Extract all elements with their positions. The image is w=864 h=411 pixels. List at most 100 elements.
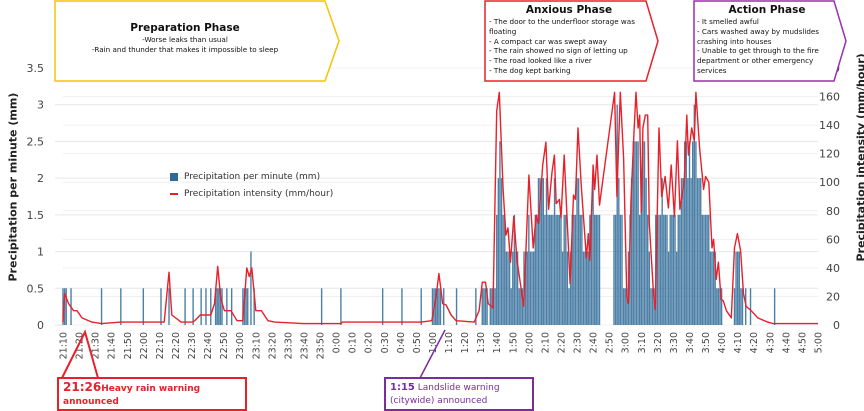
- precipitation-bar: [576, 178, 578, 325]
- precipitation-bar: [483, 288, 485, 325]
- preparation-phase-box: [54, 0, 340, 82]
- precipitation-bar: [656, 214, 659, 325]
- x-tick-label: 0:20: [364, 332, 375, 353]
- x-tick-label: 4:20: [749, 332, 760, 353]
- x-tick-label: 2:00: [524, 332, 535, 353]
- precipitation-bar: [708, 214, 710, 325]
- precipitation-bar: [571, 214, 573, 325]
- precipitation-bar: [553, 178, 556, 325]
- precipitation-bar: [661, 178, 663, 325]
- legend-label: Precipitation intensity (mm/hour): [184, 188, 334, 199]
- x-tick-label: 21:50: [123, 332, 134, 359]
- precipitation-bar: [381, 288, 384, 325]
- precipitation-bar: [664, 214, 667, 325]
- precipitation-bar: [513, 214, 516, 325]
- precipitation-bar: [142, 288, 145, 325]
- x-tick-label: 2:10: [540, 332, 551, 353]
- precipitation-bar: [431, 288, 434, 325]
- precipitation-bar: [481, 288, 483, 325]
- precipitation-bar: [168, 288, 170, 325]
- landslide-pointer: [419, 329, 446, 379]
- phase-note: - A compact car was swept away: [489, 36, 608, 46]
- phase-note: - The road looked like a river: [489, 56, 592, 66]
- precipitation-bar: [714, 251, 716, 325]
- x-tick-label: 1:40: [492, 332, 503, 353]
- phase-note: -Rain and thunder that makes it impossib…: [91, 44, 279, 54]
- x-tick-label: 2:30: [573, 332, 584, 353]
- precipitation-bar: [643, 141, 646, 325]
- x-tick-label: 1:10: [444, 332, 455, 353]
- precipitation-bar: [638, 214, 641, 325]
- precipitation-bar: [230, 288, 233, 325]
- x-tick-label: 22:40: [203, 332, 214, 359]
- precipitation-bar: [242, 288, 244, 325]
- precipitation-bar: [566, 251, 569, 325]
- phase-title: Action Phase: [728, 4, 806, 16]
- x-tick-label: 2:50: [605, 332, 616, 353]
- precipitation-bar: [499, 141, 501, 325]
- precipitation-bar: [717, 288, 720, 325]
- left-y-tick-label: 3: [37, 99, 44, 112]
- heavy-rain-warning-callout: 21:26Heavy rain warning announced: [57, 377, 247, 411]
- precipitation-bar: [598, 214, 601, 325]
- x-tick-label: 4:50: [797, 332, 808, 353]
- phase-note: -Worse leaks than usual: [142, 35, 228, 44]
- precipitation-bar: [594, 214, 596, 325]
- precipitation-bar: [100, 288, 103, 325]
- x-tick-label: 21:30: [91, 332, 102, 359]
- precipitation-bar: [320, 288, 323, 325]
- precipitation-bar: [549, 214, 551, 325]
- precipitation-bar: [192, 288, 194, 325]
- phase-note: - Cars washed away by mudslides crashing…: [697, 26, 820, 46]
- left-y-tick-label: 0.5: [27, 282, 45, 295]
- right-y-tick-label: 140: [819, 119, 840, 132]
- precipitation-bar: [542, 178, 545, 325]
- precipitation-bar: [749, 288, 752, 325]
- precipitation-bar: [592, 178, 594, 325]
- precipitation-bar: [700, 178, 702, 325]
- precipitation-bar: [683, 141, 686, 325]
- bar-swatch: [170, 172, 178, 181]
- line-swatch: [170, 192, 178, 195]
- precipitation-bar: [439, 288, 442, 325]
- precipitation-bar: [507, 251, 509, 325]
- right-y-tick-label: 80: [826, 205, 840, 218]
- precipitation-bar: [539, 178, 541, 325]
- x-tick-label: 23:20: [267, 332, 278, 359]
- x-tick-label: 3:00: [621, 332, 632, 353]
- precipitation-bar: [219, 288, 222, 325]
- precipitation-bar: [685, 141, 687, 325]
- x-tick-label: 4:30: [765, 332, 776, 353]
- precipitation-bar: [682, 178, 684, 325]
- precipitation-bar: [528, 214, 530, 325]
- precipitation-bar: [658, 214, 660, 325]
- heavy-rain-pointer: [61, 329, 99, 379]
- precipitation-bar: [712, 251, 715, 325]
- x-tick-label: 2:40: [589, 332, 600, 353]
- precipitation-bar: [443, 288, 445, 325]
- precipitation-bar: [520, 288, 522, 325]
- precipitation-bar: [645, 178, 647, 325]
- precipitation-bar: [629, 214, 631, 325]
- precipitation-bar: [541, 178, 543, 325]
- precipitation-bar: [210, 288, 212, 325]
- precipitation-bar: [500, 178, 503, 325]
- precipitation-bar: [642, 141, 644, 325]
- precipitation-bar: [569, 251, 572, 325]
- x-tick-label: 4:40: [781, 332, 792, 353]
- precipitation-bar: [518, 288, 520, 325]
- precipitation-bar: [640, 178, 642, 325]
- precipitation-bar: [709, 251, 712, 325]
- x-tick-label: 22:30: [187, 332, 198, 359]
- landslide-warning-callout: 1:15 Landslide warning (citywide) announ…: [384, 377, 534, 411]
- precipitation-bar: [555, 214, 557, 325]
- x-tick-label: 0:10: [348, 332, 359, 353]
- x-tick-label: 23:40: [299, 332, 310, 359]
- precipitation-bar: [653, 288, 655, 325]
- callout-text: Heavy rain warning announced: [63, 384, 201, 407]
- precipitation-bar: [545, 178, 548, 325]
- precipitation-bar: [651, 288, 654, 325]
- precipitation-bar: [557, 214, 559, 325]
- precipitation-bar: [512, 251, 514, 325]
- x-tick-label: 4:10: [733, 332, 744, 353]
